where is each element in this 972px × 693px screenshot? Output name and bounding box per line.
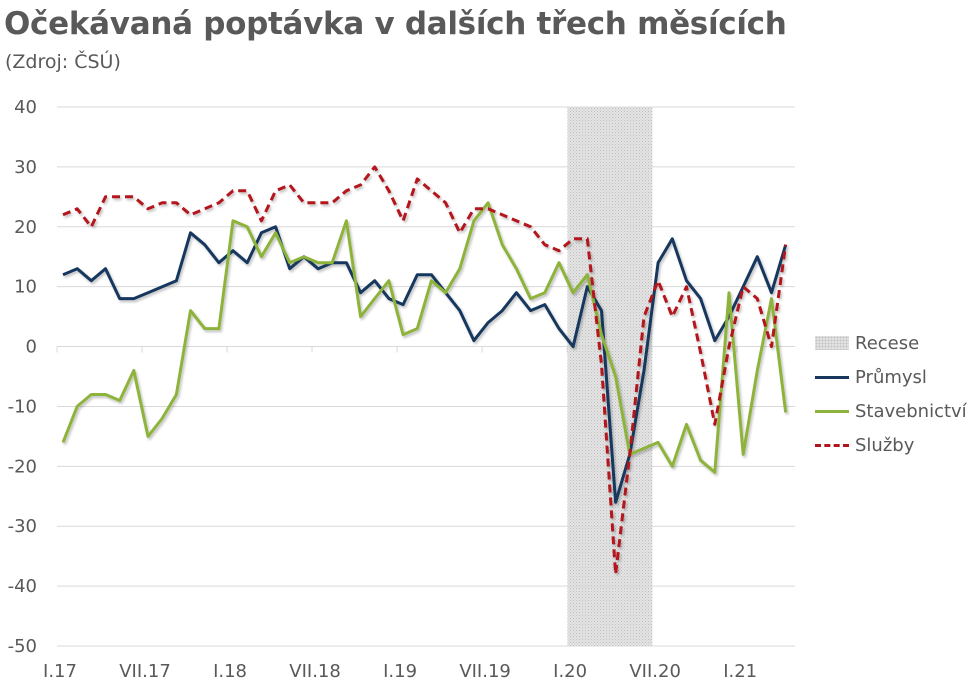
series-lines [61, 165, 788, 576]
solid-line-swatch-icon [815, 368, 849, 386]
y-tick-label: 0 [26, 337, 37, 358]
x-tick-label: VII.17 [119, 661, 171, 682]
gridlines [57, 106, 795, 647]
legend-item-sluzby: Služby [815, 428, 967, 462]
y-tick-label: 30 [14, 157, 37, 178]
y-tick-label: -20 [8, 456, 37, 477]
y-tick-label: -40 [8, 576, 37, 597]
x-axis: I.17 VII.17 I.18 VII.18 I.19 VII.19 I.20 VII.20… [43, 346, 757, 682]
dashed-line-swatch-icon [815, 436, 849, 454]
y-tick-label: 40 [14, 97, 37, 118]
recession-band [567, 107, 653, 646]
legend-item-stavebnictvi: Stavebnictví [815, 394, 967, 428]
y-axis: 40 30 20 10 0 -10 -20 -30 -40 -50 [8, 97, 37, 657]
y-tick-label: 20 [14, 217, 37, 238]
x-tick-label: I.19 [383, 661, 417, 682]
series-line-stavebnictvi [61, 201, 788, 474]
legend-item-prumysl: Průmysl [815, 360, 967, 394]
series-line-sluzby [62, 165, 788, 576]
legend-label: Služby [855, 434, 915, 456]
y-tick-label: -30 [8, 516, 37, 537]
chart-subtitle: (Zdroj: ČSÚ) [5, 51, 121, 73]
legend: Recese Průmysl Stavebnictví Služby [815, 326, 967, 462]
y-tick-label: -50 [8, 636, 37, 657]
recession-swatch-icon [815, 334, 849, 352]
solid-line-swatch-icon [815, 402, 849, 420]
legend-label: Průmysl [855, 366, 927, 388]
x-tick-label: VII.19 [459, 661, 511, 682]
legend-label: Recese [855, 332, 920, 354]
x-tick-label: VII.20 [629, 661, 681, 682]
y-tick-label: 10 [14, 277, 37, 298]
legend-label: Stavebnictví [855, 400, 967, 422]
x-tick-label: I.17 [43, 661, 77, 682]
x-tick-label: VII.18 [289, 661, 341, 682]
y-tick-label: -10 [8, 396, 37, 417]
recession-area [567, 107, 653, 646]
x-tick-label: I.18 [213, 661, 247, 682]
legend-item-recese: Recese [815, 326, 967, 360]
series-line-prumysl [62, 225, 788, 504]
chart-title: Očekávaná poptávka v dalších třech měsíc… [4, 6, 787, 42]
x-tick-label: I.21 [723, 661, 757, 682]
x-tick-label: I.20 [553, 661, 587, 682]
